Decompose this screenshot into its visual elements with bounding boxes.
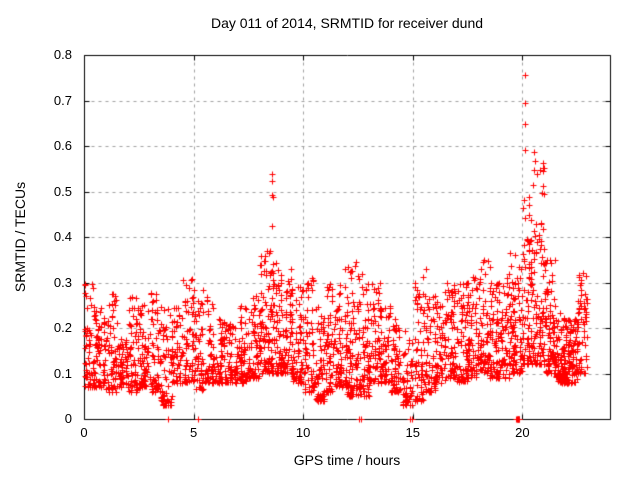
y-tick-label: 0.1 [53,365,72,381]
x-tick-label: 10 [295,425,311,440]
y-tick-label: 0.7 [53,92,72,108]
x-tick-label: 15 [405,425,420,440]
y-tick-label: 0.5 [53,183,72,199]
y-tick-label: 0 [64,411,72,426]
chart-title: Day 011 of 2014, SRMTID for receiver dun… [210,15,484,31]
y-tick-label: 0.8 [53,47,72,62]
y-tick-label: 0.2 [53,320,72,335]
y-tick-label: 0.6 [53,138,72,153]
y-tick-label: 0.3 [53,274,72,290]
y-tick-label: 0.4 [53,229,72,244]
x-axis-label: GPS time / hours [293,452,401,468]
x-tick-label: 5 [189,425,198,440]
x-tick-label: 20 [515,425,530,440]
x-tick-label: 0 [80,425,88,440]
